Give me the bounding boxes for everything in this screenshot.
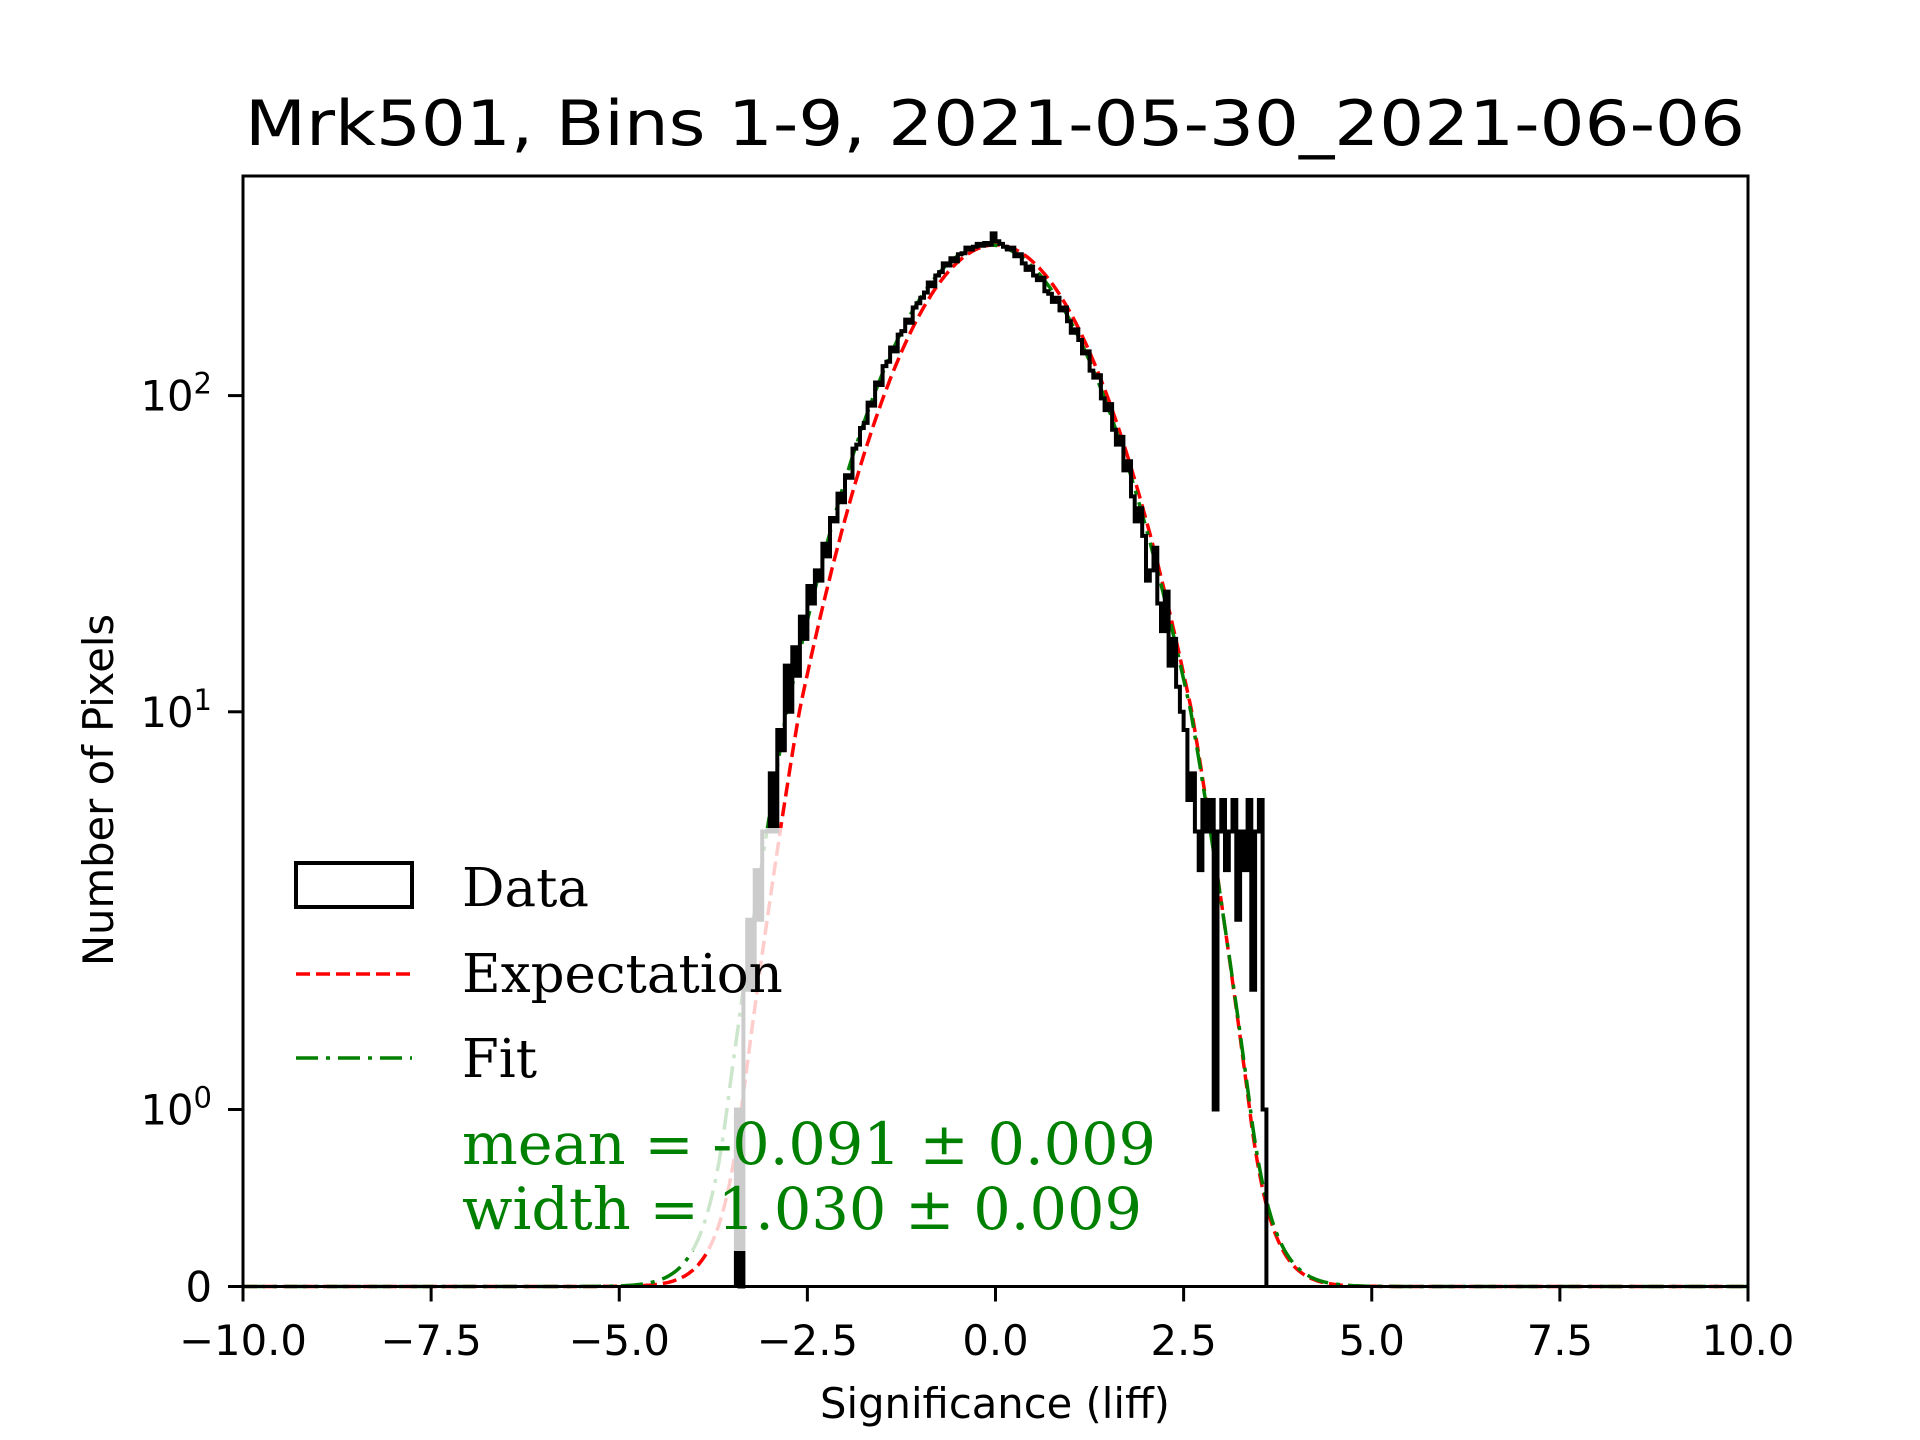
fit-mean-annotation: mean = -0.091 ± 0.009	[462, 1110, 1156, 1178]
y-tick-exponent: 2	[194, 367, 212, 401]
histogram-bin	[1180, 712, 1184, 1287]
y-tick-base: 10	[141, 688, 194, 737]
histogram-step	[733, 231, 1269, 1289]
legend-label-data: Data	[462, 858, 589, 919]
histogram-bin	[1184, 730, 1188, 1287]
x-tick-label: 10.0	[1702, 1316, 1795, 1365]
y-tick-base: 10	[141, 372, 194, 421]
legend-background	[275, 828, 1165, 1251]
y-tick-exponent: 1	[194, 683, 212, 717]
histogram-bin	[1195, 832, 1199, 1287]
y-axis-label: Number of Pixels	[74, 614, 123, 966]
y-tick-label: 102	[141, 367, 213, 421]
x-axis-label: Significance (liff)	[820, 1379, 1170, 1428]
series-fit-line	[243, 243, 1748, 1289]
x-tick-label: 7.5	[1527, 1316, 1593, 1365]
histogram-bin	[1191, 773, 1195, 1286]
y-tick-label: 0	[185, 1263, 212, 1312]
axes-frame	[241, 174, 1750, 1288]
x-tick-label: −7.5	[381, 1316, 482, 1365]
legend-data-patch	[294, 861, 414, 909]
histogram-bin	[1236, 920, 1240, 1287]
legend-label-expectation: Expectation	[462, 944, 783, 1005]
x-axis-ticks: −10.0 −7.5 −5.0 −2.5 0.0 2.5 5.0 7.5 10.0	[179, 1286, 1795, 1365]
histogram-bin	[1187, 800, 1191, 1287]
x-tick-label: 2.5	[1150, 1316, 1216, 1365]
histogram-bin	[1176, 687, 1180, 1287]
x-tick-label: −2.5	[757, 1316, 858, 1365]
histogram-bin	[1199, 870, 1203, 1286]
x-tick-label: −10.0	[179, 1316, 307, 1365]
histogram-bin	[1169, 666, 1173, 1287]
x-tick-label: 5.0	[1339, 1316, 1405, 1365]
y-tick-base: 0	[185, 1263, 212, 1312]
histogram-bin	[1172, 639, 1176, 1287]
histogram-bin	[1165, 592, 1169, 1287]
histogram-bin	[1221, 800, 1225, 1287]
x-tick-label: 0.0	[962, 1316, 1028, 1365]
chart-title: Mrk501, Bins 1-9, 2021-05-30_2021-06-06	[245, 87, 1745, 160]
y-tick-exponent: 0	[194, 1081, 212, 1115]
histogram-bin	[1214, 1110, 1218, 1287]
legend-label-fit: Fit	[462, 1029, 537, 1090]
legend: Data Expectation Fit mean = -0.091 ± 0.0…	[294, 858, 1156, 1243]
y-tick-base: 10	[141, 1086, 194, 1135]
plot-area	[243, 231, 1748, 1289]
x-tick-label: −5.0	[569, 1316, 670, 1365]
y-tick-label: 101	[141, 683, 213, 737]
histogram-bin	[1206, 832, 1210, 1287]
y-tick-label: 100	[141, 1081, 213, 1135]
histogram-bin	[1229, 832, 1233, 1287]
histogram-bin	[1202, 800, 1206, 1287]
histogram-data	[733, 231, 1269, 1289]
fit-width-annotation: width = 1.030 ± 0.009	[462, 1175, 1142, 1243]
